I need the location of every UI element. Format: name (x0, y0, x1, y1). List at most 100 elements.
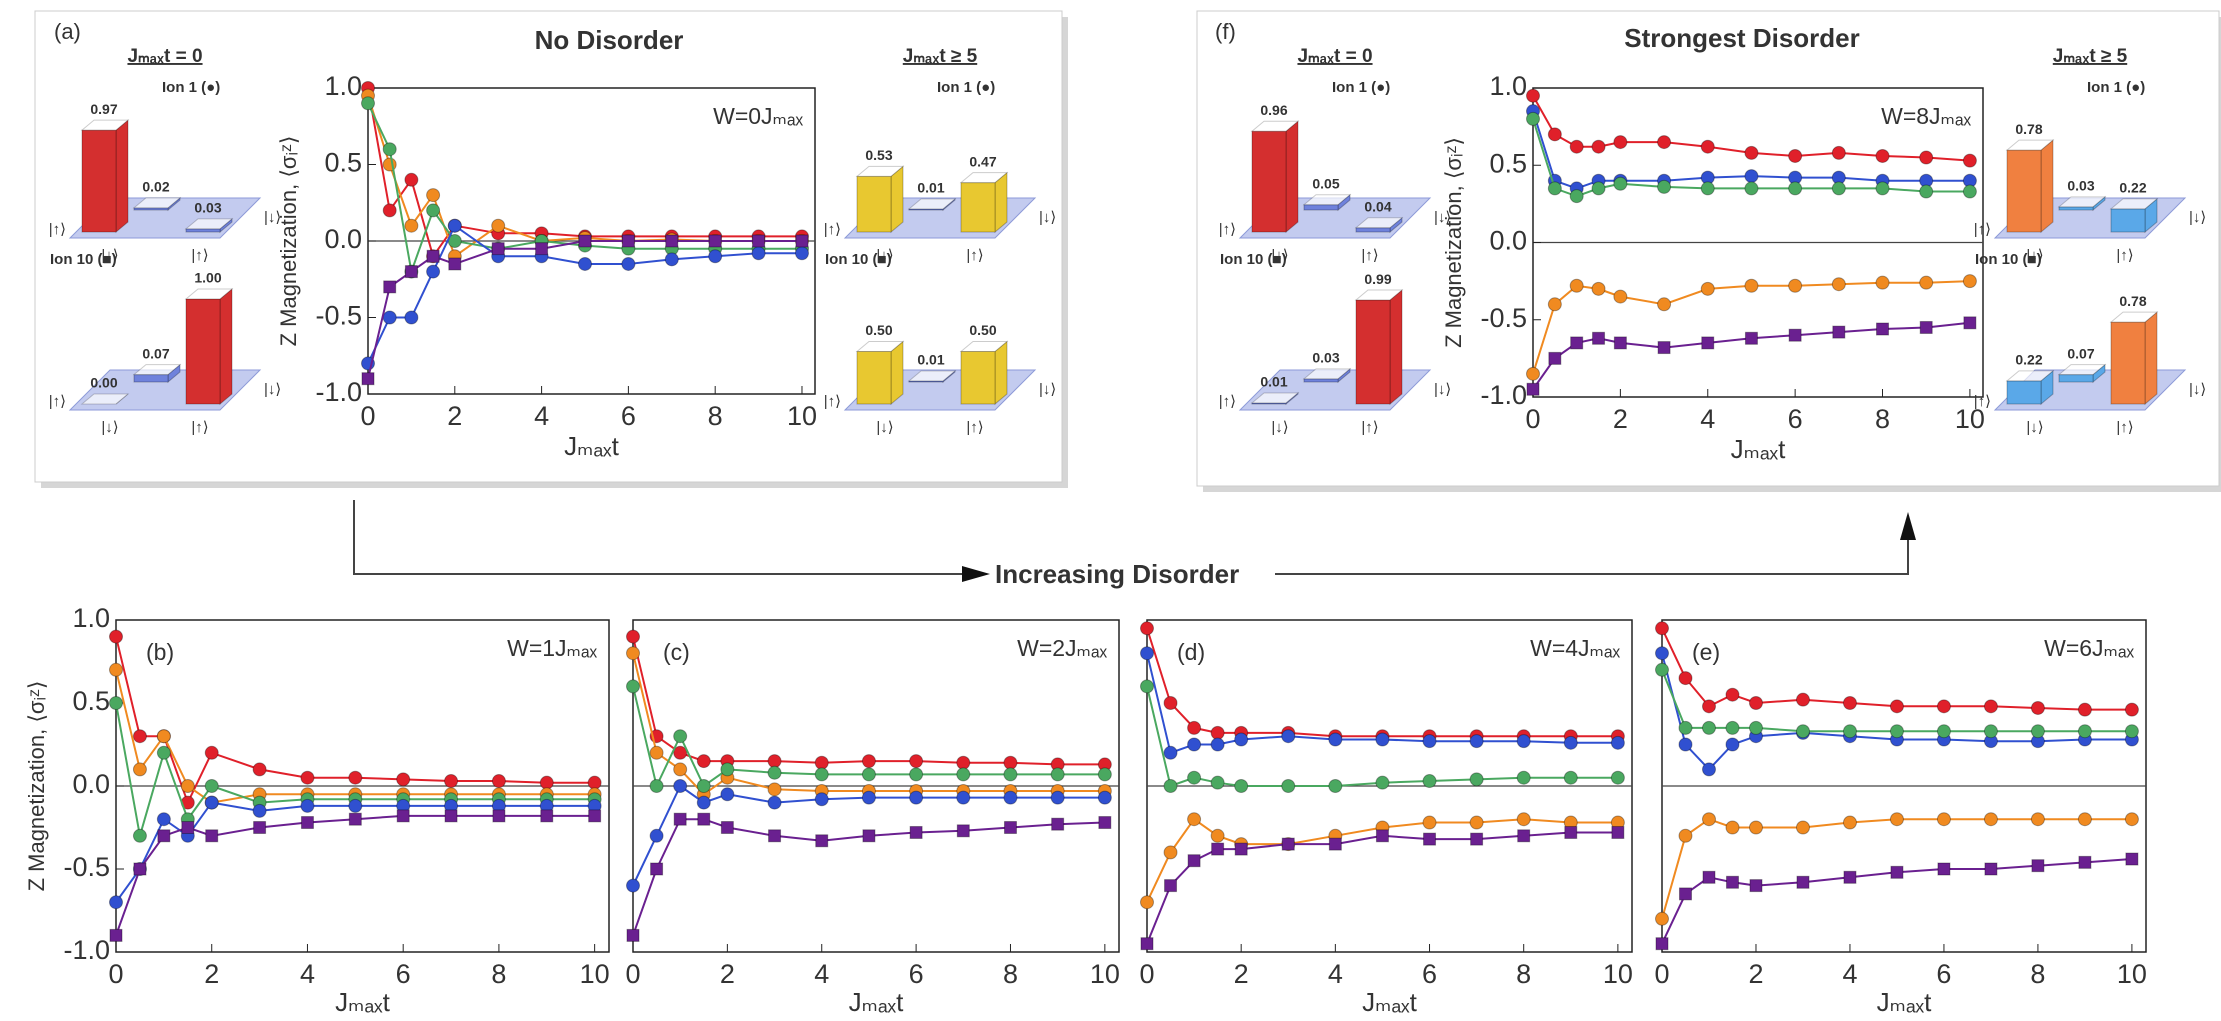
data-point (1919, 275, 1934, 290)
data-point (1936, 812, 1951, 827)
bar-value-label: 0.02 (142, 179, 169, 195)
data-point (1210, 725, 1225, 740)
data-point (300, 816, 314, 830)
data-point (626, 878, 640, 893)
data-point (1423, 832, 1437, 846)
data-point (1516, 812, 1531, 827)
basis-label: |↑⟩ (1361, 419, 1378, 436)
data-point (650, 862, 664, 876)
data-point (1655, 662, 1669, 677)
data-point (1097, 767, 1112, 782)
data-point (1655, 911, 1669, 926)
data-point (1469, 772, 1484, 787)
data-point (1564, 825, 1578, 839)
data-point (1563, 770, 1578, 785)
data-point (1889, 724, 1904, 739)
data-point (156, 745, 171, 760)
data-point (109, 895, 123, 910)
ion-label: Ion 1 (●) (1332, 79, 1390, 96)
bar-top (2109, 198, 2159, 210)
bar-top (1250, 392, 1300, 404)
x-tick-label: 6 (621, 401, 636, 431)
data-point (794, 246, 809, 261)
data-point (795, 234, 809, 248)
data-point (956, 824, 970, 838)
data-point (1876, 322, 1890, 336)
data-point (404, 218, 419, 233)
bar-value-label: 0.78 (2015, 121, 2042, 137)
basis-label: |↓⟩ (1039, 209, 1056, 226)
data-point (1281, 729, 1296, 744)
w-label: W=2Jₘₐₓ (1017, 635, 1107, 661)
data-point (767, 765, 782, 780)
data-point (1050, 767, 1065, 782)
y-tick-label: 1.0 (72, 603, 110, 633)
bar-value-label: 0.04 (1364, 199, 1391, 215)
bar-top (2057, 364, 2107, 376)
basis-label: |↓⟩ (2189, 381, 2206, 398)
y-tick-label: -0.5 (63, 852, 110, 882)
bar-value-label: 0.03 (194, 200, 221, 216)
data-point (696, 779, 711, 793)
data-point (156, 729, 171, 744)
data-point (752, 234, 766, 248)
data-point (1842, 724, 1857, 739)
inset-bar (1355, 299, 1391, 405)
data-point (587, 775, 602, 790)
data-point (382, 310, 397, 325)
data-point (1788, 181, 1803, 196)
data-point (157, 829, 171, 843)
x-tick-label: 2 (1234, 959, 1249, 989)
data-point (1098, 816, 1112, 830)
data-point (491, 218, 506, 233)
data-point (2125, 852, 2139, 866)
x-tick-label: 10 (2117, 959, 2147, 989)
y-tick-label: 0.0 (72, 769, 110, 799)
data-point (2124, 702, 2139, 717)
data-point (1843, 870, 1857, 884)
data-point (1516, 734, 1531, 749)
data-point (1701, 699, 1716, 714)
ion-label: Ion 1 (●) (937, 79, 995, 96)
data-point (1701, 720, 1716, 735)
data-point (1375, 829, 1389, 843)
basis-label: |↓⟩ (264, 381, 281, 398)
x-tick-label: 4 (1328, 959, 1343, 989)
data-point (1788, 328, 1802, 342)
x-tick-label: 0 (108, 959, 123, 989)
x-tick-label: 0 (625, 959, 640, 989)
y-tick-label: -0.5 (315, 301, 362, 331)
inset-bar (856, 175, 892, 233)
data-point (1984, 862, 1998, 876)
data-point (1328, 837, 1342, 851)
x-tick-label: 2 (1613, 404, 1628, 434)
data-point (1962, 153, 1977, 168)
data-point (348, 770, 363, 785)
data-point (1140, 937, 1154, 951)
data-point (1422, 815, 1437, 830)
data-point (252, 762, 267, 777)
data-point (1469, 734, 1484, 749)
data-point (1613, 135, 1628, 150)
bar-top (855, 341, 905, 352)
inset-bar (960, 351, 996, 405)
data-point (1469, 815, 1484, 830)
data-point (1919, 150, 1934, 165)
bar-value-label: 0.03 (2067, 178, 2094, 194)
data-point (535, 242, 549, 256)
data-point (2124, 724, 2139, 739)
data-point (673, 745, 688, 760)
x-tick-label: 8 (491, 959, 506, 989)
y-tick-label: 1.0 (1489, 71, 1527, 101)
data-point (909, 767, 924, 782)
x-tick-label: 6 (396, 959, 411, 989)
basis-label: |↓⟩ (101, 247, 118, 264)
data-point (204, 745, 219, 760)
data-point (1788, 148, 1803, 163)
x-tick-label: 10 (1955, 404, 1985, 434)
inset-bar (960, 182, 996, 233)
data-point (1187, 720, 1202, 735)
data-point (1516, 770, 1531, 785)
data-point (382, 142, 397, 157)
data-point (1140, 679, 1154, 694)
